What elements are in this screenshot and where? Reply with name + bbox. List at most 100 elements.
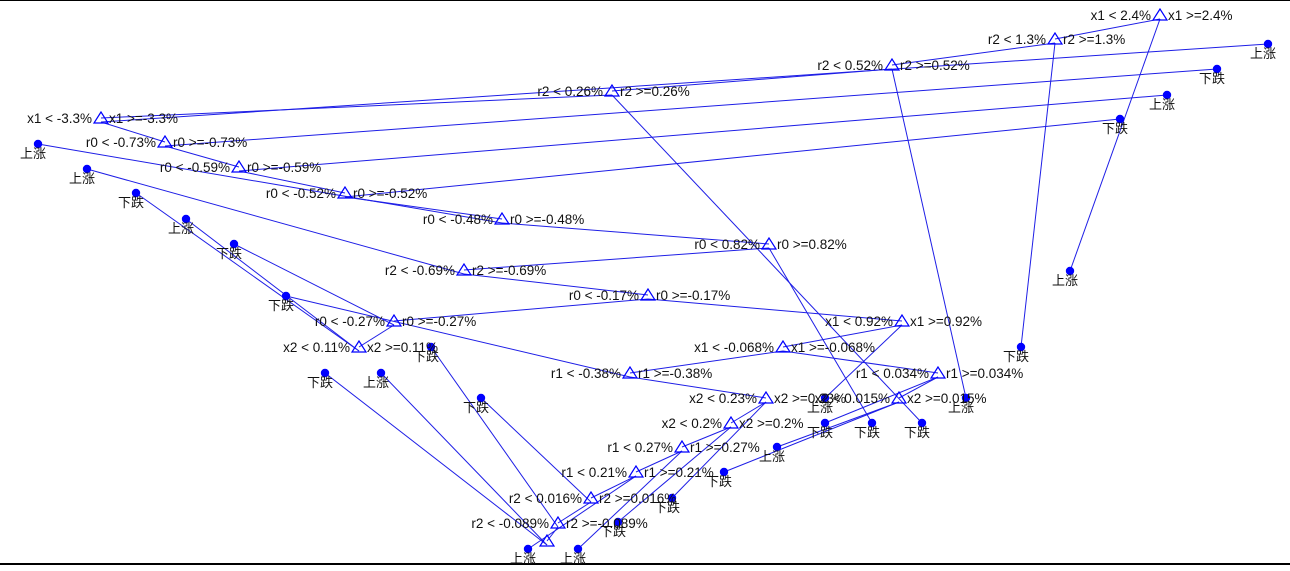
- split-label-left: x2 < 0.23%: [689, 391, 757, 406]
- split-label-right: r1 >=0.034%: [946, 366, 1023, 381]
- leaf-node: [867, 418, 877, 428]
- leaf-node: [917, 418, 927, 428]
- split-label-right: r2 >=-0.089%: [566, 516, 648, 531]
- split-node-triangle: [893, 313, 911, 327]
- leaf-label: 下跌: [1003, 349, 1029, 365]
- tree-edge: [1069, 18, 1161, 272]
- split-label-right: r0 >=-0.73%: [173, 135, 247, 150]
- tree-edge: [730, 401, 767, 424]
- tree-edge: [898, 376, 939, 399]
- split-node-triangle: [455, 262, 473, 276]
- split-label-right: r0 >=-0.27%: [402, 314, 476, 329]
- split-node-triangle: [582, 490, 600, 504]
- split-node-triangle: [493, 211, 511, 225]
- split-label-left: x2 < 0.2%: [662, 416, 722, 431]
- tree-edge: [1020, 42, 1056, 348]
- leaf-label: 上涨: [759, 450, 785, 465]
- tree-edge: [463, 273, 649, 296]
- split-label-left: r0 < -0.73%: [86, 135, 156, 150]
- split-label-right: r0 >=-0.52%: [353, 186, 427, 201]
- tree-edge: [824, 376, 939, 424]
- tree-edge: [480, 397, 592, 503]
- tree-edge: [611, 94, 923, 424]
- leaf-node: [961, 393, 971, 403]
- split-label-right: r2 >=1.3%: [1063, 32, 1125, 47]
- tree-edge: [100, 94, 613, 119]
- leaf-node: [82, 164, 92, 174]
- tree-edge: [629, 376, 767, 399]
- split-label-left: r0 < 0.82%: [694, 237, 760, 252]
- split-label-left: r2 < -0.089%: [471, 516, 549, 531]
- split-label-right: x1 >=0.92%: [910, 314, 982, 329]
- leaf-label: 上涨: [1250, 47, 1276, 62]
- tree-edge: [590, 475, 637, 499]
- split-label-right: x1 >=-0.068%: [791, 340, 875, 355]
- tree-edge: [285, 295, 631, 378]
- leaf-node: [820, 393, 830, 403]
- split-label-left: r2 < -0.69%: [385, 263, 455, 278]
- tree-edge: [776, 401, 900, 448]
- leaf-node: [320, 368, 330, 378]
- leaf-label: 下跌: [307, 375, 333, 391]
- tree-edge: [647, 298, 903, 322]
- leaf-label: 下跌: [463, 400, 489, 416]
- tree-edge: [782, 324, 903, 348]
- leaf-node: [181, 214, 191, 224]
- leaf-node: [1016, 342, 1026, 352]
- split-label-left: x1 < -0.068%: [694, 340, 774, 355]
- leaf-label: 下跌: [807, 425, 833, 441]
- leaf-label: 上涨: [510, 552, 536, 566]
- tree-edge: [380, 372, 548, 546]
- leaf-label: 上涨: [807, 401, 833, 416]
- leaf-node: [376, 368, 386, 378]
- split-label-left: r1 < 0.27%: [607, 440, 673, 455]
- split-node-triangle: [639, 287, 657, 301]
- leaf-label: 下跌: [216, 246, 242, 262]
- split-label-left: r0 < -0.59%: [160, 160, 230, 175]
- split-label-left: x2 < 0.11%: [283, 340, 350, 355]
- leaf-node: [1115, 114, 1125, 124]
- tree-edge: [557, 501, 592, 524]
- leaf-node: [667, 493, 677, 503]
- split-node-triangle: [385, 313, 403, 327]
- leaf-node: [523, 544, 533, 554]
- leaf-node: [131, 188, 141, 198]
- split-label-right: x2 >=0.2%: [739, 416, 804, 431]
- tree-edge: [233, 243, 395, 326]
- split-label-right: r1 >=0.21%: [644, 465, 714, 480]
- split-node-triangle: [1151, 7, 1169, 21]
- leaf-label: 下跌: [854, 425, 880, 441]
- tree-edge: [358, 324, 395, 348]
- split-node-triangle: [538, 533, 556, 547]
- split-label-left: x2 < 0.015%: [815, 391, 890, 406]
- leaf-node: [281, 291, 291, 301]
- split-node-triangle: [757, 390, 775, 404]
- split-node-triangle: [883, 57, 901, 71]
- leaf-node: [1263, 39, 1273, 49]
- edges: [37, 18, 1269, 550]
- leaf-node: [1162, 90, 1172, 100]
- split-label-right: r1 >=0.27%: [690, 440, 760, 455]
- leaf-node: [426, 342, 436, 352]
- split-node-triangle: [350, 339, 368, 353]
- split-label-right: r0 >=-0.48%: [510, 212, 584, 227]
- split-node-triangle: [760, 236, 778, 250]
- split-label-left: r0 < -0.27%: [315, 314, 385, 329]
- tree-edge: [891, 68, 967, 399]
- tree-edge: [681, 426, 732, 448]
- leaf-node: [613, 517, 623, 527]
- leaf-label: 上涨: [560, 552, 586, 566]
- tree-edge: [164, 145, 240, 168]
- labels: x1 < 2.4% x1 >=2.4% r2 < 1.3% r2 >=1.3% r2 <…: [20, 8, 1276, 567]
- tree-edge: [463, 247, 770, 271]
- tree-edge: [185, 218, 360, 352]
- split-label-left: r1 < 0.034%: [856, 366, 929, 381]
- split-node-triangle: [627, 464, 645, 478]
- split-label-left: x1 < 2.4%: [1091, 8, 1151, 23]
- nodes: [33, 7, 1273, 554]
- split-label-right: x1 >=2.4%: [1168, 8, 1233, 23]
- leaf-label: 下跌: [600, 524, 626, 540]
- split-node-triangle: [621, 365, 639, 379]
- leaf-node: [1212, 64, 1222, 74]
- split-node-triangle: [603, 83, 621, 97]
